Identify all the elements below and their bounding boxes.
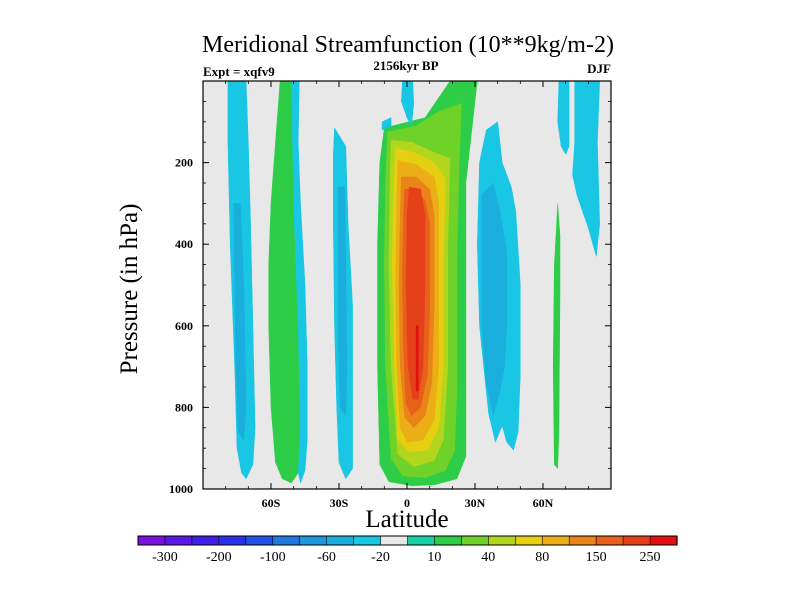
x-tick-label: 0 bbox=[404, 496, 410, 510]
contour-top-blob-a bbox=[401, 81, 415, 127]
contour-hadley-cell-300 bbox=[405, 186, 426, 400]
x-tick-label: 60N bbox=[533, 496, 554, 510]
experiment-label: Expt = xqfv9 bbox=[203, 64, 275, 79]
colorbar-band-18 bbox=[622, 535, 651, 546]
x-tick-label: 30S bbox=[330, 496, 349, 510]
contour-north-green-strip bbox=[552, 203, 561, 470]
colorbar-label: -200 bbox=[206, 550, 232, 565]
time-label: 2156kyr BP bbox=[373, 58, 438, 73]
contour-hadley-cell-max bbox=[415, 325, 419, 392]
colorbar-label: -20 bbox=[371, 550, 390, 565]
colorbar-label: 150 bbox=[586, 550, 607, 565]
contour-south-tropic-core bbox=[337, 186, 348, 417]
colorbar-band-7 bbox=[326, 535, 355, 546]
colorbar-band-3 bbox=[218, 535, 247, 546]
contour-south-polar-core bbox=[233, 203, 247, 441]
chart-title: Meridional Streamfunction (10**9kg/m-2) bbox=[202, 32, 614, 58]
colorbar-label: -100 bbox=[260, 550, 286, 565]
y-tick-label: 200 bbox=[175, 156, 193, 170]
y-tick-label: 600 bbox=[175, 319, 193, 333]
colorbar-label: -300 bbox=[152, 550, 178, 565]
colorbar-band-15 bbox=[541, 535, 570, 546]
colorbar-band-19 bbox=[649, 535, 678, 546]
colorbar-band-12 bbox=[461, 535, 489, 546]
colorbar-band-11 bbox=[434, 535, 463, 546]
colorbar-label: -60 bbox=[317, 550, 336, 565]
season-label: DJF bbox=[587, 61, 611, 76]
colorbar-band-4 bbox=[245, 535, 274, 546]
colorbar-label: 10 bbox=[427, 550, 441, 565]
colorbar-label: 250 bbox=[640, 550, 661, 565]
y-tick-label: 400 bbox=[175, 237, 193, 251]
contour-ferrel-edge-south bbox=[291, 81, 308, 484]
y-axis: 200 400 600 800 1000 bbox=[169, 101, 611, 496]
colorbar-band-5 bbox=[272, 535, 301, 546]
colorbar-band-17 bbox=[595, 535, 624, 546]
colorbar-band-2 bbox=[191, 535, 220, 546]
colorbar-frame bbox=[137, 535, 678, 546]
contour-layer bbox=[227, 81, 600, 486]
colorbar-band-16 bbox=[568, 535, 597, 546]
x-axis: 60S 30S 0 30N 60N bbox=[225, 81, 589, 510]
colorbar-label: 40 bbox=[481, 550, 495, 565]
colorbar-label: 80 bbox=[535, 550, 549, 565]
y-axis-label: Pressure (in hPa) bbox=[116, 204, 143, 375]
colorbar-band-9 bbox=[380, 535, 409, 546]
colorbar-band-0 bbox=[137, 535, 166, 546]
colorbar-band-1 bbox=[164, 535, 193, 546]
y-tick-label: 1000 bbox=[169, 482, 193, 496]
contour-north-upper-cell bbox=[572, 81, 600, 257]
colorbar-band-14 bbox=[514, 535, 543, 546]
x-axis-label: Latitude bbox=[365, 506, 448, 533]
colorbar-band-8 bbox=[353, 535, 382, 546]
colorbar-band-10 bbox=[407, 535, 436, 546]
colorbar: -300 -200 -100 -60 -20 10 40 80 150 250 bbox=[137, 535, 678, 565]
contour-north-strip bbox=[557, 81, 570, 155]
y-tick-label: 800 bbox=[175, 400, 193, 414]
x-tick-label: 60S bbox=[262, 496, 281, 510]
contour-top-blob-b bbox=[381, 117, 392, 131]
x-tick-label: 30N bbox=[465, 496, 486, 510]
colorbar-band-6 bbox=[299, 535, 328, 546]
contour-northern-cell-core bbox=[481, 182, 507, 416]
colorbar-band-13 bbox=[488, 535, 516, 546]
